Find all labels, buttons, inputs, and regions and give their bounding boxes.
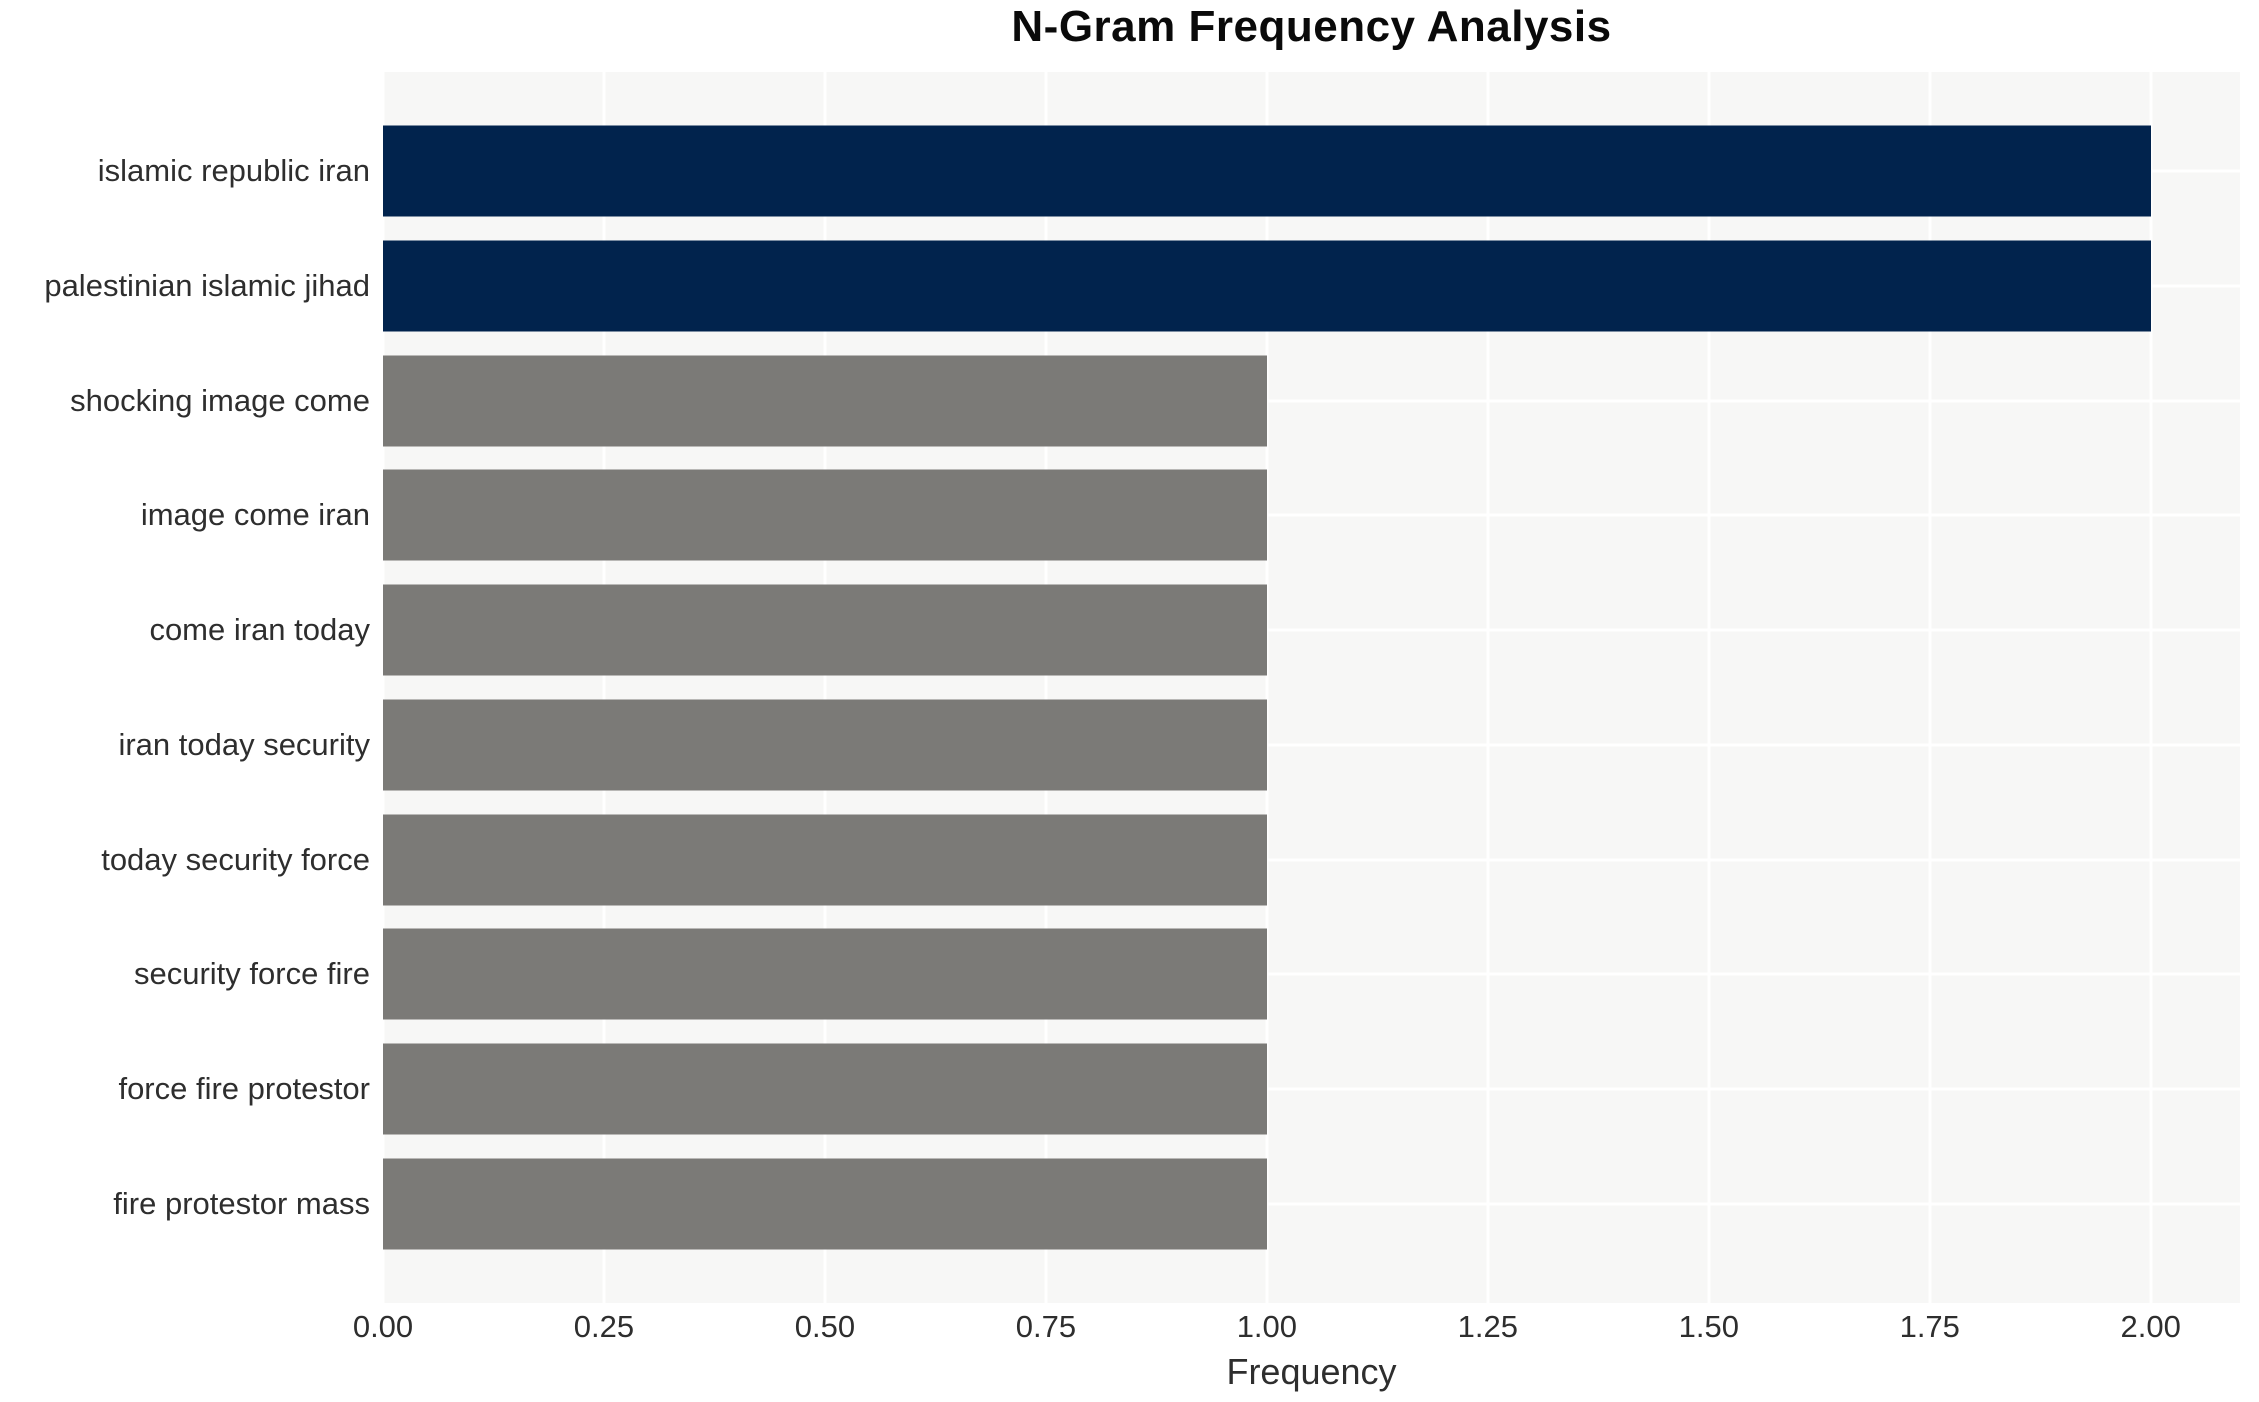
gridline-vertical [1707, 72, 1711, 1303]
bar [383, 240, 2151, 332]
bar [383, 355, 1267, 447]
category-label: image come iran [140, 497, 370, 533]
bar [383, 928, 1267, 1020]
x-tick-label: 0.25 [573, 1309, 635, 1344]
category-label: force fire protestor [118, 1070, 370, 1106]
x-tick-label: 0.50 [794, 1309, 856, 1344]
bar [383, 125, 2151, 217]
x-axis-ticks: 0.00 0.25 0.50 0.75 1.00 1.25 1.50 1.75 2.00 [353, 1309, 2240, 1349]
gridline-vertical [1928, 72, 1932, 1303]
gridline-vertical [823, 72, 827, 1303]
gridline-horizontal [383, 399, 2240, 403]
gridline-vertical [1265, 72, 1269, 1303]
gridline-vertical [1486, 72, 1490, 1303]
gridline-horizontal [383, 513, 2240, 517]
x-tick-label: 0.75 [1015, 1309, 1077, 1344]
bar-row: fire protestor mass [113, 1146, 2240, 1261]
gridline-horizontal [383, 1202, 2240, 1206]
x-axis-label: Frequency [1226, 1351, 1397, 1392]
x-tick-label: 1.75 [1899, 1309, 1960, 1344]
x-tick-label: 0.00 [352, 1309, 414, 1344]
category-label: security force fire [133, 956, 370, 992]
bar [383, 699, 1267, 791]
x-tick-label: 1.25 [1457, 1309, 1518, 1344]
bar-row: palestinian islamic jihad [44, 229, 2240, 344]
x-tick-label: 2.00 [2120, 1309, 2181, 1344]
bar-row: force fire protestor [118, 1032, 2240, 1147]
chart-title: N-Gram Frequency Analysis [1011, 2, 1612, 51]
bar [383, 469, 1267, 561]
category-label: come iran today [149, 612, 370, 648]
bar-row: security force fire [134, 917, 2240, 1032]
bar-rows: islamic republic iran palestinian islamic… [44, 114, 2240, 1261]
category-label: today security force [101, 841, 370, 877]
gridline-horizontal [383, 858, 2240, 862]
bar-row: islamic republic iran [98, 114, 2240, 229]
bar [383, 584, 1267, 676]
bar [383, 814, 1267, 906]
gridline-horizontal [383, 972, 2240, 976]
plot-area: islamic republic iran palestinian islamic… [44, 72, 2240, 1303]
bar [383, 1043, 1267, 1135]
gridline-horizontal [383, 743, 2240, 747]
bar-row: today security force [101, 802, 2240, 917]
bar-row: come iran today [149, 573, 2240, 688]
category-label: fire protestor mass [113, 1185, 370, 1221]
category-label: shocking image come [70, 382, 370, 418]
gridline-vertical [602, 72, 606, 1303]
gridline-vertical [2149, 72, 2153, 1303]
gridline-horizontal [383, 628, 2240, 632]
bar [383, 1158, 1267, 1250]
gridline-vertical [1044, 72, 1048, 1303]
bar-row: shocking image come [70, 343, 2240, 458]
gridline-horizontal [383, 1087, 2240, 1091]
category-label: islamic republic iran [97, 153, 370, 189]
gridline-vertical [381, 72, 385, 1303]
category-label: iran today security [118, 726, 370, 762]
category-label: palestinian islamic jihad [44, 268, 370, 304]
bar-row: iran today security [118, 688, 2240, 803]
x-tick-label: 1.50 [1678, 1309, 1739, 1344]
bar-row: image come iran [141, 458, 2240, 573]
x-tick-label: 1.00 [1236, 1309, 1298, 1344]
